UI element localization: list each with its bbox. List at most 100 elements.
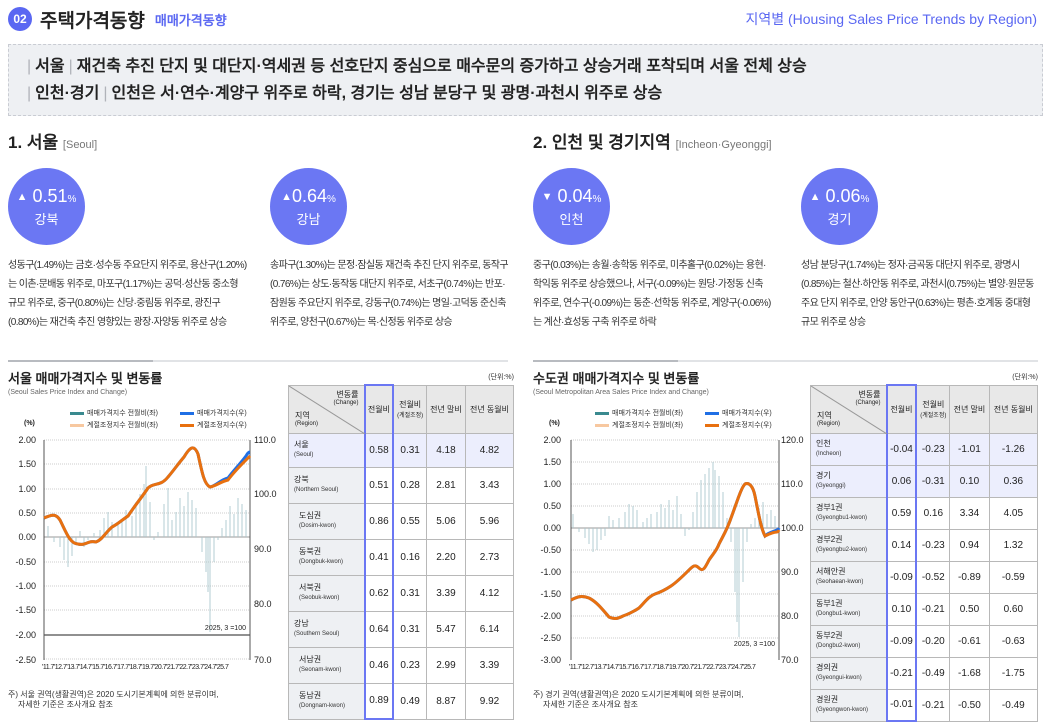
svg-text:110.0: 110.0 — [254, 435, 276, 445]
section-divider — [533, 360, 1038, 362]
svg-text:-3.00: -3.00 — [540, 655, 561, 665]
column-header: 전년 동월비 — [465, 384, 514, 434]
kpi-circle-gangbuk: ▲ 0.51% 강북 — [8, 168, 85, 245]
column-header: 전년 동월비 — [988, 384, 1039, 434]
legend-item: 계절조정지수 전월비(좌) — [595, 420, 705, 430]
legend-item: 매매가격지수 전월비(좌) — [70, 408, 180, 418]
seoul-table: (단위:%) 변동률 (Change) 지역 (Region) 전월비 전월비 (계절… — [288, 372, 514, 720]
kpi-unit: % — [327, 194, 336, 205]
metro-footnote: 주) 경기 권역(생활권역)은 2020 도시기본계획에 의한 분류이며, 자세… — [533, 690, 744, 710]
summary-text: 인천은 서·연수·계양구 위주로 하락, 경기는 성남 분당구 및 광명·과천시… — [111, 85, 663, 102]
svg-text:2025, 3 =100: 2025, 3 =100 — [205, 625, 246, 632]
separator: | — [27, 85, 32, 102]
legend-item: 매매가격지수(우) — [705, 408, 795, 418]
svg-text:100.0: 100.0 — [781, 523, 804, 533]
svg-text:-2.00: -2.00 — [15, 630, 36, 640]
kpi-circle-incheon: ▼ 0.04% 인천 — [533, 168, 610, 245]
kpi-region: 인천 — [559, 212, 584, 227]
kpi-value: 0.64 — [291, 186, 328, 206]
metro-line-chart: 2.00 1.50 1.00 0.50 0.00 -0.50 -1.00 -1.50 -2.00… — [540, 435, 804, 671]
column-header: 전월비 — [885, 384, 918, 434]
column-header: 전월비 (계절조정) — [392, 384, 427, 434]
table-row: 경기 (Gyeonggi) 0.06 -0.31 0.10 0.36 — [810, 464, 1039, 498]
svg-text:0.00: 0.00 — [543, 523, 561, 533]
svg-text:-0.50: -0.50 — [15, 557, 36, 567]
svg-text:-1.50: -1.50 — [540, 589, 561, 599]
chart-subtitle: (Seoul Metropolitan Area Sales Price Ind… — [533, 389, 709, 396]
kpi-description: 송파구(1.30%)는 문정·잠실동 재건축 추진 단지 위주로, 동작구(0.… — [270, 260, 509, 328]
seoul-section: 1. 서울 [Seoul] ▲ 0.51% 강북 ▲0.64% 강남 성동구(1… — [8, 128, 523, 328]
seoul-chart: 서울 매매가격지수 및 변동률 (Seoul Sales Price Index… — [8, 368, 288, 671]
table-unit: (단위:%) — [488, 374, 514, 381]
page-title: 주택가격동향 — [40, 10, 145, 32]
table-row: 경부1권 (Gyeongbu1-kwon) 0.59 0.16 3.34 4.05 — [810, 496, 1039, 530]
section-title-en: [Seoul] — [62, 139, 98, 151]
column-header: 전년 말비 — [425, 384, 467, 434]
svg-text:'11.7'12.7'13.7'14.7'15.7'16.7: '11.7'12.7'13.7'14.7'15.7'16.7'17.7'18.7… — [42, 664, 229, 671]
axis-unit: (%) — [24, 420, 35, 427]
table-row: 동부1권 (Dongbu1-kwon) 0.10 -0.21 0.50 0.60 — [810, 592, 1039, 626]
table-row: 인천 (Incheon) -0.04 -0.23 -1.01 -1.26 — [810, 432, 1039, 466]
summary-region: 인천·경기 — [35, 85, 100, 102]
svg-text:-1.00: -1.00 — [15, 581, 36, 591]
svg-text:100.0: 100.0 — [254, 489, 277, 499]
svg-text:-2.00: -2.00 — [540, 611, 561, 621]
svg-text:1.50: 1.50 — [543, 457, 561, 467]
svg-text:70.0: 70.0 — [254, 655, 272, 665]
kpi-unit: % — [592, 194, 602, 205]
seoul-line-chart: 2.00 1.50 1.00 0.50 0.00 -0.50 -1.00 -1.50 -2.00… — [15, 435, 277, 671]
svg-text:-2.50: -2.50 — [15, 655, 36, 665]
kpi-value: 0.06 — [825, 186, 861, 206]
svg-text:1.00: 1.00 — [18, 484, 36, 494]
svg-text:80.0: 80.0 — [254, 599, 272, 609]
footnote-line: 주) 서울 권역(생활권역)은 2020 도시기본계획에 의한 분류이며, — [8, 690, 219, 699]
table-row: 동부2권 (Dongbu2-kwon) -0.09 -0.20 -0.61 -0.63 — [810, 624, 1039, 658]
footnote-line: 주) 경기 권역(생활권역)은 2020 도시기본계획에 의한 분류이며, — [533, 690, 744, 699]
table-row: 경원권 (Gyeongwon-kwon) -0.01 -0.21 -0.50 -0.49 — [810, 688, 1039, 722]
legend-item: 매매가격지수 전월비(좌) — [595, 408, 705, 418]
legend-item: 계절조정지수 전월비(좌) — [70, 420, 180, 430]
section-number-badge: 02 — [8, 7, 32, 31]
chart-legend: 매매가격지수 전월비(좌) 매매가격지수(우) 계절조정지수 전월비(좌) 계절… — [595, 408, 795, 430]
kpi-circle-gangnam: ▲0.64% 강남 — [270, 168, 347, 245]
kpi-unit: % — [67, 194, 77, 205]
table-row: 강북 (Northern Seoul) 0.51 0.28 2.81 3.43 — [288, 466, 514, 504]
table-row: 동남권 (Dongnam-kwon) 0.89 0.49 8.87 9.92 — [288, 682, 514, 720]
kpi-description: 성동구(1.49%)는 금호·성수동 주요단지 위주로, 용산구(1.20%)는… — [8, 260, 247, 328]
table-row: 경의권 (Gyeongui-kwon) -0.21 -0.49 -1.68 -1.75 — [810, 656, 1039, 690]
legend-item: 매매가격지수(우) — [180, 408, 270, 418]
up-arrow-icon: ▲ — [809, 191, 821, 203]
section-title-text: 1. 서울 — [8, 133, 59, 152]
kpi-region: 강북 — [34, 212, 59, 227]
kpi-value: 0.51 — [32, 186, 68, 206]
summary-box: | 서울 | 재건축 추진 단지 및 대단지·역세권 등 선호단지 중심으로 매수문의… — [8, 44, 1043, 116]
section-title-text: 2. 인천 및 경기지역 — [533, 133, 671, 152]
svg-text:-1.50: -1.50 — [15, 605, 36, 615]
header-category-label: 지역별 (Housing Sales Price Trends by Regio… — [745, 11, 1037, 27]
svg-text:-1.00: -1.00 — [540, 567, 561, 577]
svg-text:'11.7'12.7'13.7'14.7'15.7'16.7: '11.7'12.7'13.7'14.7'15.7'16.7'17.7'18.7… — [569, 664, 756, 671]
kpi-region: 경기 — [827, 212, 852, 227]
chart-legend: 매매가격지수 전월비(좌) 매매가격지수(우) 계절조정지수 전월비(좌) 계절… — [70, 408, 270, 430]
svg-text:0.00: 0.00 — [18, 532, 36, 542]
summary-line-seoul: | 서울 | 재건축 추진 단지 및 대단지·역세권 등 선호단지 중심으로 매수문의… — [23, 53, 1028, 80]
table-row: 서남권 (Seonam-kwon) 0.46 0.23 2.99 3.39 — [288, 646, 514, 684]
chart-subtitle: (Seoul Sales Price Index and Change) — [8, 389, 128, 396]
separator: | — [27, 58, 32, 75]
table-row: 서해안권 (Seohaean-kwon) -0.09 -0.52 -0.89 -0.59 — [810, 560, 1039, 594]
summary-region: 서울 — [35, 58, 65, 75]
column-header: 전년 말비 — [949, 384, 990, 434]
table-corner-header: 변동률 (Change) 지역 (Region) — [288, 384, 365, 434]
table-row: 경부2권 (Gyeongbu2-kwon) 0.14 -0.23 0.94 1.32 — [810, 528, 1039, 562]
section-divider — [8, 360, 508, 362]
separator: | — [103, 85, 108, 102]
kpi-region: 강남 — [296, 212, 321, 227]
kpi-unit: % — [860, 194, 870, 205]
summary-line-incheon-gyeonggi: | 인천·경기 | 인천은 서·연수·계양구 위주로 하락, 경기는 성남 분당구 및… — [23, 80, 1028, 107]
metro-section: 2. 인천 및 경기지역 [Incheon·Gyeonggi] ▼ 0.04% … — [533, 128, 1045, 328]
chart-title: 수도권 매매가격지수 및 변동률 — [533, 371, 700, 386]
kpi-description: 성남 분당구(1.74%)는 정자·금곡동 대단지 위주로, 광명시(0.85%… — [801, 260, 1034, 328]
svg-text:1.50: 1.50 — [18, 459, 36, 469]
section-title: 1. 서울 [Seoul] — [8, 128, 523, 153]
svg-text:2.00: 2.00 — [543, 435, 561, 445]
